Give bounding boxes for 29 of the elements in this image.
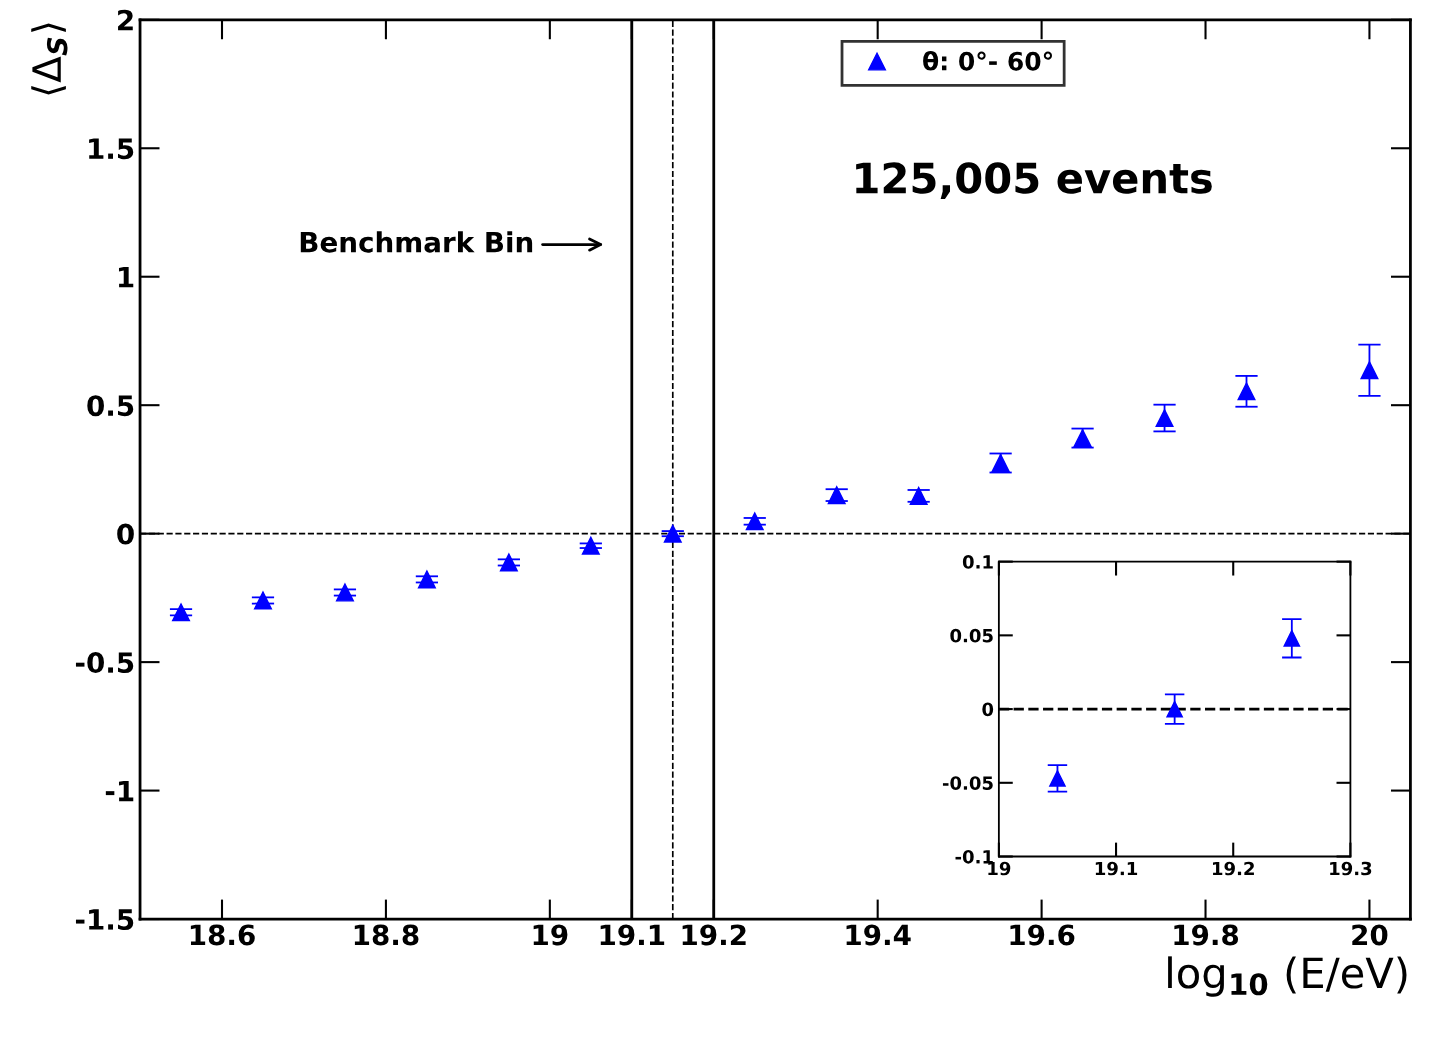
y-tick-label: -0.5 [75, 652, 134, 674]
annotation: Benchmark Bin [300, 231, 533, 253]
y-tick-label: 0.1 [962, 555, 993, 569]
x-tick-label: 19.2 [1212, 861, 1254, 876]
x-tick-label: 19.1 [1095, 861, 1138, 876]
x-tick-label: 19.8 [1174, 924, 1239, 946]
x-tick-label: 18.8 [354, 924, 419, 946]
annotation: 125,005 events [856, 162, 1212, 200]
x-tick-label: 19 [533, 924, 568, 946]
y-tick-label: -1 [105, 780, 134, 802]
y-tick-label: 1.5 [89, 138, 134, 160]
y-tick-label: 0.5 [87, 395, 134, 417]
y-tick-label: 0 [117, 523, 134, 545]
x-tick-label: 19.3 [1330, 861, 1372, 876]
y-tick-label: 2 [118, 9, 133, 31]
y-tick-label: 0.05 [950, 628, 993, 643]
x-tick-label: 19.6 [1010, 924, 1075, 946]
x-tick-label: 19.2 [682, 924, 746, 946]
x-axis-title: log$_{10}$ (E/eV) [1168, 956, 1407, 997]
x-tick-label: 20 [1352, 924, 1388, 946]
y-axis-title: ⟨Δ$_{S}$⟩ [31, 23, 68, 95]
x-tick-label: 19.1 [600, 924, 665, 946]
y-tick-label: 0 [982, 702, 994, 717]
legend-label: θ: 0°- 60° [923, 51, 1052, 71]
x-tick-label: 19.4 [846, 924, 911, 946]
y-tick-label: -1.5 [75, 909, 134, 930]
y-tick-label: -0.05 [942, 776, 993, 790]
x-tick-label: 18.6 [190, 924, 255, 946]
y-tick-label: 1 [118, 267, 134, 288]
